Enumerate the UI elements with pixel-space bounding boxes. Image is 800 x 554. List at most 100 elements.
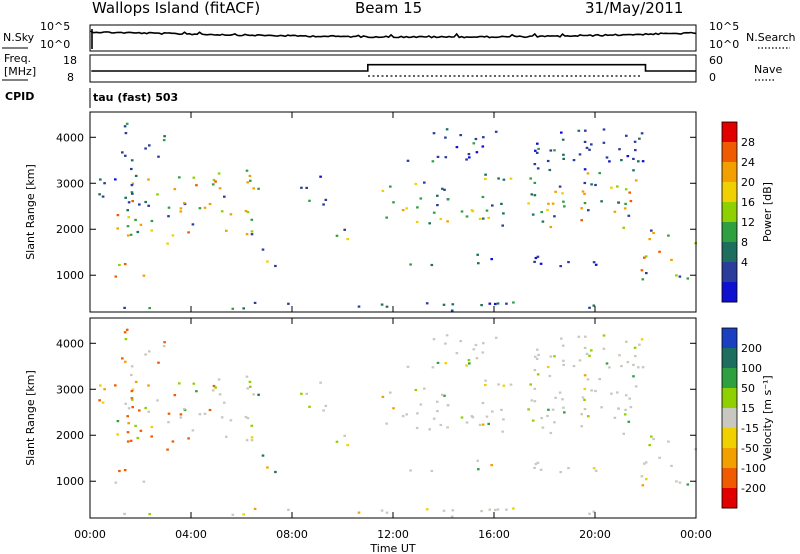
velocity-cell [114, 384, 117, 387]
power-cell [484, 177, 487, 181]
velocity-cell [242, 513, 245, 516]
velocity-cell [446, 404, 450, 407]
velocity-cell [136, 436, 140, 440]
velocity-cell [198, 413, 202, 416]
velocity-cell [274, 470, 277, 474]
velocity-cell [608, 366, 611, 369]
power-cell [101, 195, 105, 198]
velocity-cell [477, 468, 480, 471]
velocity-cell [127, 407, 131, 410]
power-cell [131, 182, 135, 185]
colorbar-tick-label: 8 [741, 236, 748, 249]
velocity-cell [553, 355, 556, 358]
power-cell [602, 141, 606, 144]
colorbar-tick-label: 20 [741, 176, 755, 189]
power-cell [561, 192, 564, 195]
velocity-cell [554, 396, 557, 399]
power-cell [605, 156, 609, 159]
velocity-cell [533, 400, 537, 403]
power-cell [472, 142, 476, 145]
power-cell [220, 210, 224, 213]
velocity-cell [634, 385, 638, 388]
velocity-cell [563, 411, 566, 414]
power-cell [531, 213, 535, 216]
power-cell [266, 260, 269, 263]
velocity-cell [465, 421, 469, 424]
power-cell [246, 181, 249, 184]
power-cell [470, 209, 474, 212]
power-cell [124, 154, 127, 157]
velocity-cell [450, 515, 454, 518]
velocity-cell [578, 359, 582, 362]
date-title: 31/May/2011 [585, 0, 683, 17]
power-cell [134, 174, 138, 177]
velocity-cell [432, 417, 436, 420]
power-cell [645, 272, 648, 275]
velocity-cell [481, 423, 485, 426]
power-cell [249, 179, 252, 182]
beam-title: Beam 15 [355, 0, 422, 17]
power-cell [389, 185, 392, 188]
x-axis-label: Time UT [369, 542, 415, 554]
velocity-cell [225, 435, 228, 438]
power-cell [134, 218, 137, 221]
colorbar-tick-label: 28 [741, 136, 755, 149]
power-cell [560, 131, 563, 134]
power-cell [620, 159, 623, 162]
velocity-cell [173, 394, 177, 397]
velocity-cell [148, 350, 151, 353]
velocity-cell [179, 416, 183, 419]
velocity-cell [540, 417, 543, 420]
velocity-cell [592, 510, 596, 513]
power-cell [308, 199, 311, 202]
velocity-cell [547, 408, 550, 411]
power-cell [533, 163, 537, 166]
power-cell [632, 169, 635, 172]
nave-label: Nave [754, 63, 782, 76]
velocity-cell [144, 353, 147, 356]
velocity-cell [583, 387, 587, 391]
power-cell [385, 216, 388, 219]
power-cell [139, 223, 143, 226]
velocity-cell [203, 412, 207, 415]
power-cell [480, 304, 483, 307]
power-cell [444, 156, 448, 159]
power-cell [167, 215, 170, 218]
velocity-cell [602, 347, 606, 350]
power-cell [147, 204, 150, 207]
noise-left-tick-bottom: 10^0 [40, 38, 70, 51]
velocity-cell [118, 469, 121, 473]
velocity-cell [439, 423, 443, 427]
velocity-cell [249, 385, 252, 388]
velocity-cell [549, 355, 553, 358]
velocity-cell [539, 468, 543, 471]
power-cell [633, 140, 637, 143]
velocity-cell [584, 335, 587, 338]
power-cell [144, 147, 147, 150]
power-cell [501, 224, 504, 227]
velocity-cell [142, 480, 146, 483]
velocity-colorbar: 200 100 50 15 -15 -50 -100 -200 [721, 327, 766, 509]
velocity-cell [257, 393, 260, 396]
power-cell [131, 200, 134, 203]
velocity-cell [114, 481, 118, 484]
velocity-cell [548, 374, 552, 378]
velocity-cell [583, 346, 587, 349]
power-cell [481, 145, 485, 148]
velocity-cell [562, 359, 565, 362]
power-cell [534, 149, 537, 152]
power-cell [632, 157, 635, 160]
velocity-cell [602, 334, 606, 337]
velocity-cell [467, 359, 471, 362]
power-cell [451, 303, 455, 306]
velocity-cell [171, 440, 175, 443]
power-cell [121, 151, 124, 154]
power-cell [546, 208, 549, 212]
power-cell [534, 256, 538, 260]
velocity-cell [144, 406, 147, 410]
colorbar-tick-label: 24 [741, 156, 755, 169]
power-cell [548, 168, 552, 172]
power-cell [640, 269, 644, 272]
velocity-cell [319, 381, 322, 384]
